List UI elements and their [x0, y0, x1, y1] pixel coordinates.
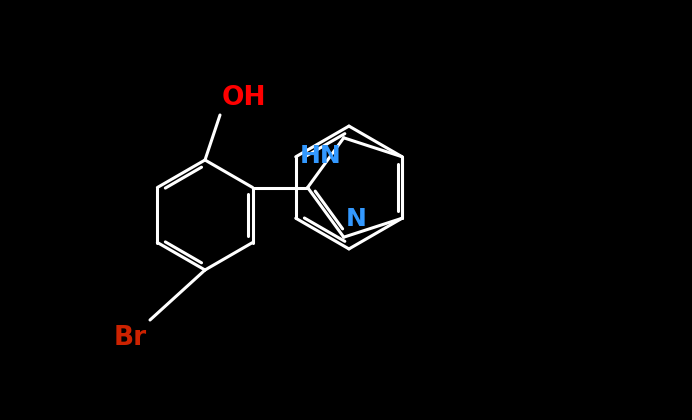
Text: HN: HN: [300, 144, 342, 168]
Text: OH: OH: [222, 85, 266, 111]
Text: Br: Br: [114, 325, 147, 351]
Text: N: N: [346, 207, 367, 231]
